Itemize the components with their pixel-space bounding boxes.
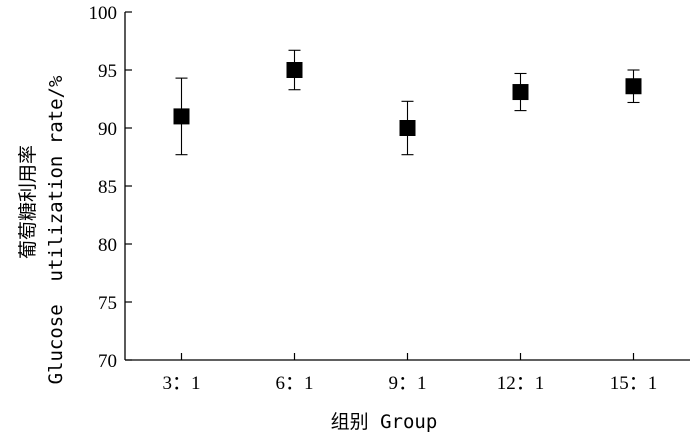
data-point — [399, 120, 416, 136]
y-tick-label: 70 — [98, 351, 117, 372]
y-tick-label: 75 — [98, 293, 117, 314]
data-marks — [173, 49, 642, 156]
y-axis-label-en: Glucose utilization rate/% — [45, 75, 67, 384]
y-tick-label: 85 — [98, 177, 117, 198]
y-axis-label: 葡萄糖利用率 Glucose utilization rate/% — [17, 75, 67, 384]
data-point — [173, 108, 190, 125]
y-axis: 70 75 80 85 90 95 100 — [89, 3, 132, 372]
data-point — [286, 62, 303, 78]
x-tick-label: 15：1 — [610, 373, 658, 394]
y-tick-label: 80 — [98, 235, 117, 256]
data-point — [512, 84, 529, 101]
x-tick-label: 12：1 — [497, 373, 545, 394]
y-tick-label: 95 — [98, 61, 117, 82]
x-axis-label: 组别 Group — [331, 411, 438, 433]
data-point — [625, 78, 642, 95]
y-tick-label: 100 — [89, 3, 118, 24]
x-tick-label: 3：1 — [162, 373, 200, 394]
x-tick-label: 6：1 — [275, 373, 313, 394]
x-tick-label: 9：1 — [388, 373, 426, 394]
y-tick-label: 90 — [98, 119, 117, 140]
x-axis: 3：1 6：1 9：1 12：1 15：1 — [125, 353, 690, 394]
y-axis-label-cn: 葡萄糖利用率 — [17, 145, 39, 259]
